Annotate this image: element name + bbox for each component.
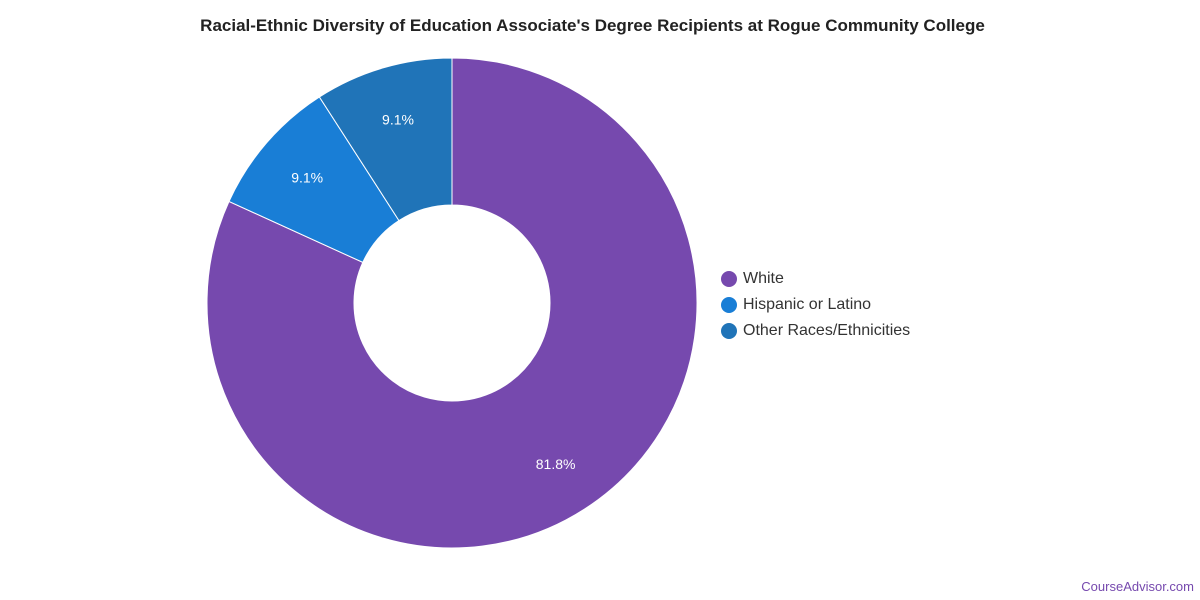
legend-label-hispanic-or-latino: Hispanic or Latino [743, 296, 872, 313]
donut-slice-white[interactable] [206, 57, 698, 549]
legend-swatch-hispanic-or-latino [721, 297, 737, 313]
slice-value-label: 81.8% [536, 456, 576, 472]
legend-swatch-other-races [721, 323, 737, 339]
slice-value-label: 9.1% [291, 170, 323, 186]
legend: White Hispanic or Latino Other Races/Eth… [721, 266, 910, 344]
legend-label-white: White [743, 270, 784, 287]
watermark[interactable]: CourseAdvisor.com [1081, 579, 1194, 594]
legend-item-other-races[interactable]: Other Races/Ethnicities [721, 318, 910, 344]
legend-item-hispanic-or-latino[interactable]: Hispanic or Latino [721, 292, 910, 318]
donut-slice-other-races-ethnicities[interactable] [318, 57, 453, 222]
slice-value-label: 9.1% [382, 111, 414, 127]
legend-item-white[interactable]: White [721, 266, 910, 292]
legend-label-other-races: Other Races/Ethnicities [743, 322, 911, 339]
legend-swatch-white [721, 271, 737, 287]
chart-title: Racial-Ethnic Diversity of Education Ass… [200, 16, 985, 35]
